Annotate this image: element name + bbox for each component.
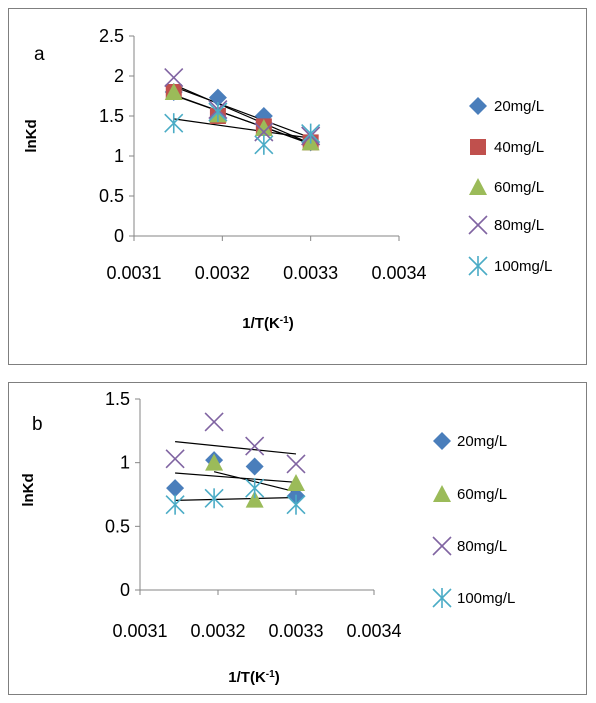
- x-tick-label: 0.0033: [268, 621, 323, 641]
- legend-label: 20mg/L: [494, 98, 544, 115]
- trendline: [175, 440, 297, 455]
- legend-label: 60mg/L: [457, 486, 507, 503]
- data-point: [254, 119, 273, 136]
- legend-label: 80mg/L: [494, 217, 544, 234]
- chart-b: b 0 0.5 1 1.5 0.0031 0.0032 0.0033 0.0034 lnKd 1/T…: [20, 389, 515, 686]
- legend-marker: [433, 432, 451, 450]
- trendline: [173, 86, 311, 139]
- legend-label: 60mg/L: [494, 179, 544, 196]
- data-point: [164, 113, 184, 134]
- data-point: [286, 494, 306, 515]
- legend-marker: [468, 256, 488, 276]
- data-point: [254, 134, 274, 155]
- x-axis-title: 1/T(K-1): [242, 315, 293, 333]
- data-point: [165, 494, 185, 515]
- legend-marker: [432, 536, 452, 556]
- data-point: [164, 83, 183, 100]
- legend-marker: [469, 97, 487, 115]
- y-tick-label: 0: [114, 226, 124, 246]
- legend-marker: [470, 139, 486, 155]
- trendline: [175, 472, 297, 483]
- trendline: [173, 94, 311, 145]
- legend-label: 100mg/L: [457, 590, 515, 607]
- x-tick-label: 0.0032: [190, 621, 245, 641]
- legend-marker: [433, 485, 451, 502]
- data-point: [204, 488, 224, 509]
- y-tick-label: 1: [114, 146, 124, 166]
- data-point: [245, 457, 264, 476]
- y-tick-label: 0.5: [105, 516, 130, 536]
- panel-label: b: [32, 414, 43, 435]
- legend-marker: [432, 588, 452, 608]
- y-tick-label: 1.5: [105, 389, 130, 409]
- legend-marker: [469, 178, 487, 195]
- chart-panel-b: [8, 382, 587, 695]
- x-tick-label: 0.0034: [346, 621, 401, 641]
- legend-label: 80mg/L: [457, 538, 507, 555]
- x-tick-label: 0.0033: [283, 263, 338, 283]
- x-axis-title: 1/T(K-1): [228, 669, 279, 687]
- chart-a: a 0 0.5 1 1.5 2 2.5 0.0031 0.0032 0.0033 0.0034 lnK…: [23, 26, 552, 332]
- chart-panel-a: [8, 8, 587, 365]
- x-tick-label: 0.0031: [112, 621, 167, 641]
- legend-label: 40mg/L: [494, 139, 544, 156]
- data-point: [165, 449, 185, 469]
- y-tick-label: 0: [120, 580, 130, 600]
- y-axis-title: lnKd: [23, 119, 40, 152]
- data-point: [245, 490, 264, 508]
- y-tick-label: 2: [114, 66, 124, 86]
- data-point: [208, 88, 227, 107]
- data-point: [166, 479, 185, 498]
- panel-label: a: [34, 44, 45, 65]
- legend-label: 100mg/L: [494, 258, 552, 275]
- x-tick-label: 0.0034: [371, 263, 426, 283]
- legend-label: 20mg/L: [457, 433, 507, 450]
- data-point: [245, 436, 265, 456]
- data-point: [208, 102, 228, 122]
- data-point: [204, 412, 224, 432]
- trendline: [175, 496, 297, 501]
- y-axis-title: lnKd: [20, 473, 37, 506]
- data-point: [164, 68, 184, 88]
- legend-marker: [468, 215, 488, 235]
- trendline: [173, 84, 311, 145]
- data-point: [205, 453, 224, 471]
- data-point: [287, 474, 305, 492]
- y-tick-label: 1: [120, 453, 130, 473]
- data-point: [301, 123, 321, 144]
- x-tick-label: 0.0031: [106, 263, 161, 283]
- trendline: [173, 118, 311, 139]
- y-tick-label: 2.5: [99, 26, 124, 46]
- y-tick-label: 1.5: [99, 106, 124, 126]
- data-point: [286, 454, 306, 474]
- y-tick-label: 0.5: [99, 186, 124, 206]
- data-point: [245, 478, 265, 499]
- x-tick-label: 0.0032: [195, 263, 250, 283]
